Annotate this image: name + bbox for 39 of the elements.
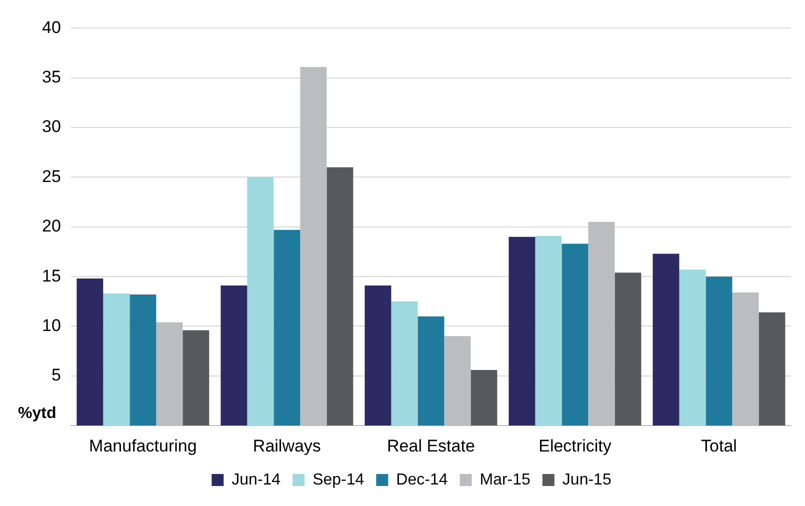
- y-tick-label: 40: [42, 18, 61, 37]
- y-tick-label: 30: [42, 117, 61, 136]
- bar: [418, 316, 444, 426]
- legend-label: Sep-14: [312, 471, 364, 488]
- legend-label: Dec-14: [396, 471, 448, 488]
- x-tick-label: Total: [701, 436, 737, 456]
- legend-label: Jun-15: [562, 471, 612, 488]
- bar: [76, 278, 104, 426]
- y-tick-label: 10: [42, 316, 61, 335]
- y-tick-label: 25: [42, 166, 61, 186]
- x-tick-label: Real Estate: [387, 436, 475, 456]
- x-tick-label: Electricity: [538, 436, 612, 456]
- bar: [274, 230, 300, 426]
- y-tick-label: 35: [42, 68, 61, 87]
- bar: [247, 177, 274, 426]
- bar: [220, 286, 248, 426]
- bar: [391, 301, 418, 426]
- bar: [614, 272, 642, 426]
- bar: [758, 312, 786, 426]
- bar: [130, 294, 156, 426]
- bar: [679, 270, 706, 426]
- bar: [103, 293, 130, 426]
- x-tick-label: Manufacturing: [89, 436, 197, 456]
- y-tick-label: 20: [42, 216, 61, 236]
- bar: [326, 167, 354, 426]
- bar: [470, 370, 498, 426]
- bar: [562, 244, 588, 426]
- bar: [535, 236, 562, 426]
- bar: [182, 330, 210, 426]
- bar: [364, 286, 392, 426]
- bar: [652, 254, 680, 426]
- x-tick-label: Railways: [252, 436, 321, 456]
- y-tick-label: 15: [42, 266, 61, 286]
- legend-label: Jun-14: [232, 471, 281, 488]
- y-tick-label: 5: [51, 366, 61, 385]
- bar: [508, 236, 536, 426]
- y-axis-title: %ytd: [18, 405, 56, 422]
- bar: [706, 276, 732, 426]
- legend-label: Mar-15: [480, 471, 531, 488]
